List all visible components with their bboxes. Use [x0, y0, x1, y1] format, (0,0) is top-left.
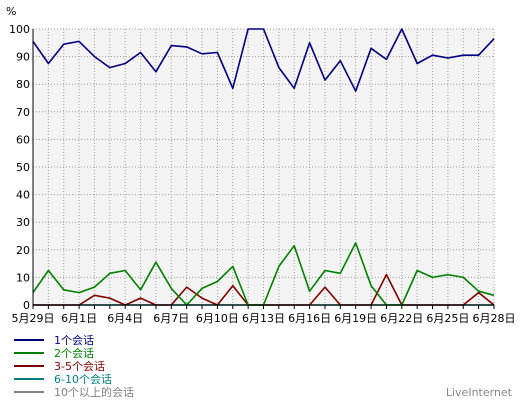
legend: 1个会话 2个会话 3-5个会话 6-10个会话 10个以上的会话 [14, 334, 134, 399]
y-tick-label: 60 [16, 133, 30, 146]
x-tick-label: 6月13日 [242, 312, 285, 325]
brand-label: LiveInternet [445, 386, 512, 399]
x-tick-label: 6月25日 [426, 312, 469, 325]
y-tick-label: 70 [16, 106, 30, 119]
legend-item: 3-5个会话 [14, 360, 134, 373]
legend-swatch [14, 339, 44, 341]
y-tick-label: 50 [16, 161, 30, 174]
x-tick-label: 6月19日 [334, 312, 377, 325]
x-tick-label: 6月10日 [196, 312, 239, 325]
y-tick-label: 80 [16, 78, 30, 91]
legend-label: 6-10个会话 [54, 373, 112, 386]
legend-swatch [14, 391, 44, 393]
axes [32, 29, 495, 309]
legend-item: 6-10个会话 [14, 373, 134, 386]
y-tick-label: 100 [9, 23, 30, 36]
x-tick-label: 5月29日 [12, 312, 55, 325]
legend-item: 10个以上的会话 [14, 386, 134, 399]
legend-swatch [14, 352, 44, 354]
grid-lines [32, 28, 495, 305]
legend-label: 2个会话 [54, 347, 94, 360]
y-tick-label: 40 [16, 189, 30, 202]
x-tick-label: 6月1日 [61, 312, 97, 325]
series-line-1 [32, 28, 495, 92]
y-axis-unit: % [6, 5, 16, 18]
legend-item: 1个会话 [14, 334, 134, 347]
legend-swatch [14, 365, 44, 367]
y-tick-label: 30 [16, 216, 30, 229]
y-tick-label: 20 [16, 244, 30, 257]
legend-label: 1个会话 [54, 334, 94, 347]
y-tick-label: 10 [16, 271, 30, 284]
legend-label: 10个以上的会话 [54, 386, 134, 399]
x-tick-label: 6月28日 [473, 312, 516, 325]
x-tick-labels: 5月29日 6月1日 6月4日 6月7日 6月10日 6月13日 6月16日 6月19日 6月2… [12, 312, 516, 325]
legend-label: 3-5个会话 [54, 360, 105, 373]
y-tick-label: 90 [16, 51, 30, 64]
y-tick-labels: 0 10 20 30 40 50 60 70 80 90 100 [9, 23, 30, 312]
y-tick-label: 0 [23, 299, 30, 312]
legend-swatch [14, 378, 44, 380]
x-tick-label: 6月22日 [380, 312, 423, 325]
x-tick-label: 6月7日 [153, 312, 189, 325]
x-tick-label: 6月4日 [107, 312, 143, 325]
x-tick-label: 6月16日 [288, 312, 331, 325]
line-chart: 0 10 20 30 40 50 60 70 80 90 100 5月29日 6月1日 6月4日 6月7日… [6, 5, 516, 325]
legend-item: 2个会话 [14, 347, 134, 360]
